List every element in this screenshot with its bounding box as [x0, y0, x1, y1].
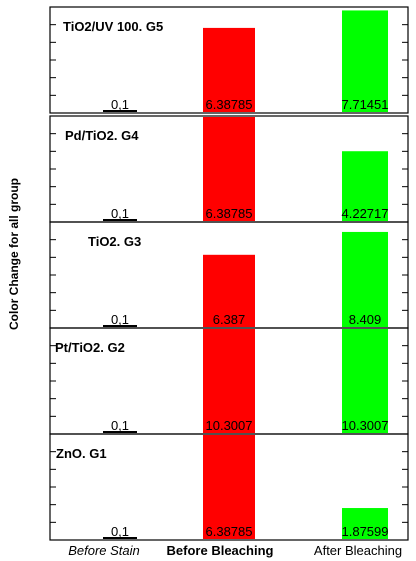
data-label: 6.387: [213, 312, 246, 327]
panel-title: Pt/TiO2. G2: [55, 340, 125, 355]
data-label: 1.87599: [342, 524, 389, 539]
panel-1: 0,1 6.38785 7.71451 TiO2/UV 100. G5: [49, 6, 409, 114]
bar-before-bleaching: [203, 27, 255, 112]
bar-before-stain: [103, 325, 137, 327]
panel-title: Pd/TiO2. G4: [65, 128, 139, 143]
data-label: 0,1: [111, 524, 129, 539]
bar-before-bleaching: [203, 435, 255, 539]
panel-3: 0,1 6.387 8.409 TiO2. G3: [49, 221, 409, 329]
bar-after-bleaching: [342, 10, 388, 112]
panel-title: ZnO. G1: [56, 446, 107, 461]
panel-5: 0,1 6.38785 1.87599 ZnO. G1: [49, 433, 409, 541]
panels-layer: 0,1 6.38785 7.71451 TiO2/UV 100. G5 0,1 6.387…: [49, 6, 409, 541]
bar-after-bleaching: [342, 231, 388, 327]
bar-after-bleaching: [342, 508, 388, 539]
panel-title: TiO2. G3: [88, 234, 141, 249]
data-label: 8.409: [349, 312, 382, 327]
category-labels: Before Stain Before Bleaching After Bleach…: [68, 543, 402, 558]
data-label: 0,1: [111, 418, 129, 433]
bar-after-bleaching: [342, 329, 388, 433]
panel-2: 0,1 6.38785 4.22717 Pd/TiO2. G4: [49, 115, 409, 223]
bar-before-stain: [103, 431, 137, 433]
data-label: 6.38785: [206, 524, 253, 539]
data-label: 0,1: [111, 312, 129, 327]
category-label: After Bleaching: [314, 543, 402, 558]
data-label: 10.3007: [206, 418, 253, 433]
y-axis-label: Color Change for all group: [7, 178, 21, 330]
bar-before-stain: [103, 537, 137, 539]
category-label: Before Bleaching: [167, 543, 274, 558]
data-label: 0,1: [111, 97, 129, 112]
bar-before-bleaching: [203, 254, 255, 327]
bar-before-bleaching: [203, 329, 255, 433]
bar-before-bleaching: [203, 117, 255, 221]
data-label: 4.22717: [342, 206, 389, 221]
category-label: Before Stain: [68, 543, 140, 558]
bar-after-bleaching: [342, 151, 388, 221]
data-label: 6.38785: [206, 206, 253, 221]
bar-before-stain: [103, 219, 137, 221]
panel-title: TiO2/UV 100. G5: [63, 19, 163, 34]
data-label: 6.38785: [206, 97, 253, 112]
data-label: 0,1: [111, 206, 129, 221]
panel-4: 0,1 10.3007 10.3007 Pt/TiO2. G2: [49, 327, 409, 435]
data-label: 10.3007: [342, 418, 389, 433]
bar-before-stain: [103, 110, 137, 112]
data-label: 7.71451: [342, 97, 389, 112]
